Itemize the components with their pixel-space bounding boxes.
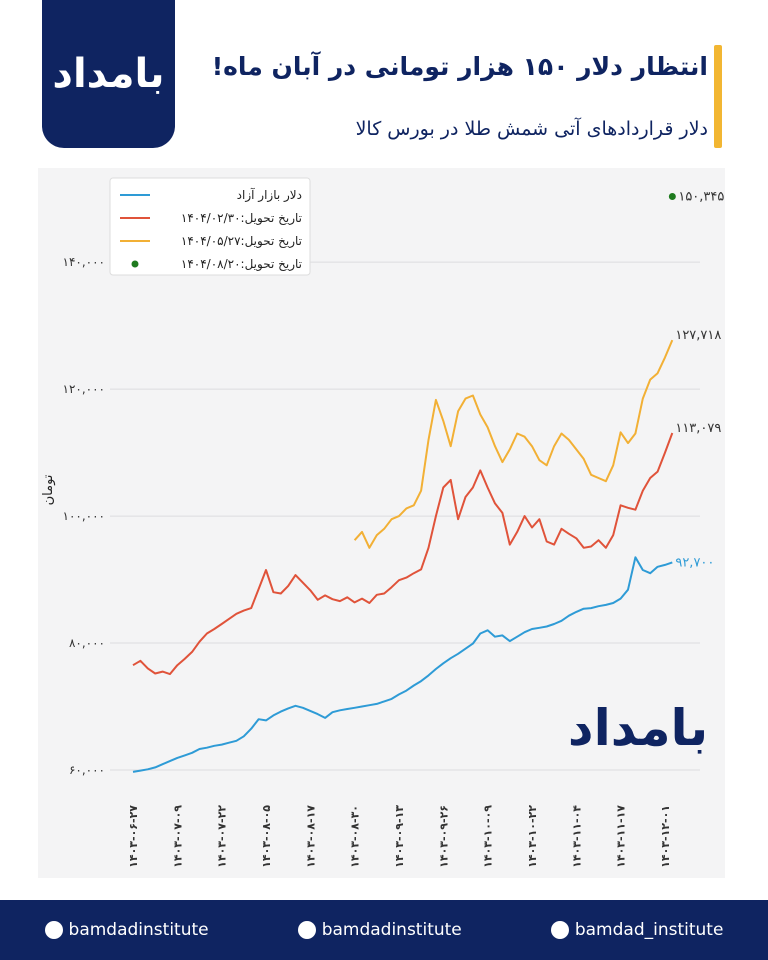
telegram-icon — [550, 921, 569, 939]
watermark: بامداد — [568, 699, 708, 757]
x-icon — [44, 921, 63, 939]
x-tick-label: ۱۴۰۳-۰۶-۲۷ — [127, 805, 140, 868]
chart: بامداد تومان ۶۰,۰۰۰ ۸۰,۰۰۰ ۱۰۰,۰۰۰ ۱۲۰,۰۰۰ ۱… — [38, 168, 725, 878]
legend-label: دلار بازار آزاد — [237, 187, 302, 203]
point — [668, 193, 676, 201]
y-tick-label: ۱۲۰,۰۰۰ — [63, 382, 106, 396]
line — [353, 339, 674, 549]
instagram-icon — [297, 921, 316, 939]
x-tick-label: ۱۴۰۳-۰۷-۰۹ — [171, 805, 184, 868]
value-label: ۱۲۷,۷۱۸ — [675, 328, 721, 343]
x-tick-label: ۱۴۰۳-۱۱-۰۴ — [570, 805, 583, 868]
subtitle: دلار قراردادهای آتی شمش طلا در بورس کالا — [355, 118, 708, 140]
handle[interactable]: bamdadinstitute — [297, 920, 462, 940]
x-tick-label: ۱۴۰۳-۰۹-۱۳ — [393, 805, 406, 868]
value-label: ۹۲,۷۰۰ — [675, 555, 714, 570]
plot-background — [38, 168, 725, 878]
legend: دلار بازار آزاد تاریخ تحویل:۱۴۰۴/۰۲/۳۰ تار… — [109, 177, 311, 276]
x-tick-label: ۱۴۰۳-۰۹-۲۶ — [437, 805, 450, 868]
value-label: ۱۵۰,۳۴۵ — [678, 190, 724, 205]
line — [132, 432, 674, 676]
logo: بامداد — [42, 0, 175, 148]
x-tick-label: ۱۴۰۳-۰۸-۳۰ — [349, 805, 362, 868]
y-tick-label: ۸۰,۰۰۰ — [69, 636, 105, 650]
x-tick-label: ۱۴۰۳-۱۰-۰۹ — [482, 805, 495, 868]
legend-label: تاریخ تحویل:۱۴۰۴/۰۲/۳۰ — [181, 211, 302, 226]
legend-box — [109, 177, 311, 276]
value-label: ۱۱۳,۰۷۹ — [675, 421, 721, 436]
y-axis-label: تومان — [41, 474, 56, 505]
legend-marker — [131, 260, 139, 268]
line — [132, 556, 673, 773]
handle[interactable]: bamdad_institute — [550, 920, 724, 940]
y-tick-label: ۱۰۰,۰۰۰ — [63, 509, 106, 523]
title: انتظار دلار ۱۵۰ هزار تومانی در آبان ماه! — [211, 52, 708, 81]
x-tick-label: ۱۴۰۳-۰۸-۰۵ — [260, 805, 273, 868]
x-tick-label: ۱۴۰۳-۱۱-۱۷ — [615, 805, 628, 868]
y-tick-label: ۱۴۰,۰۰۰ — [63, 255, 106, 269]
handle-text: bamdad_institute — [574, 920, 724, 940]
legend-label: تاریخ تحویل:۱۴۰۴/۰۸/۲۰ — [181, 257, 302, 272]
footer: bamdadinstitute bamdadinstitute bamdad_i… — [0, 900, 768, 960]
legend-label: تاریخ تحویل:۱۴۰۴/۰۵/۲۷ — [181, 234, 302, 249]
x-tick-label: ۱۴۰۳-۰۸-۱۷ — [304, 805, 317, 868]
y-tick-label: ۶۰,۰۰۰ — [69, 763, 105, 777]
handle-text: bamdadinstitute — [68, 920, 209, 940]
accent-bar — [714, 45, 722, 148]
x-tick-label: ۱۴۰۳-۱۲-۰۱ — [659, 805, 672, 868]
x-tick-label: ۱۴۰۳-۱۰-۲۲ — [526, 805, 539, 868]
handle[interactable]: bamdadinstitute — [44, 920, 209, 940]
x-tick-label: ۱۴۰۳-۰۷-۲۲ — [216, 805, 229, 868]
handle-text: bamdadinstitute — [321, 920, 462, 940]
